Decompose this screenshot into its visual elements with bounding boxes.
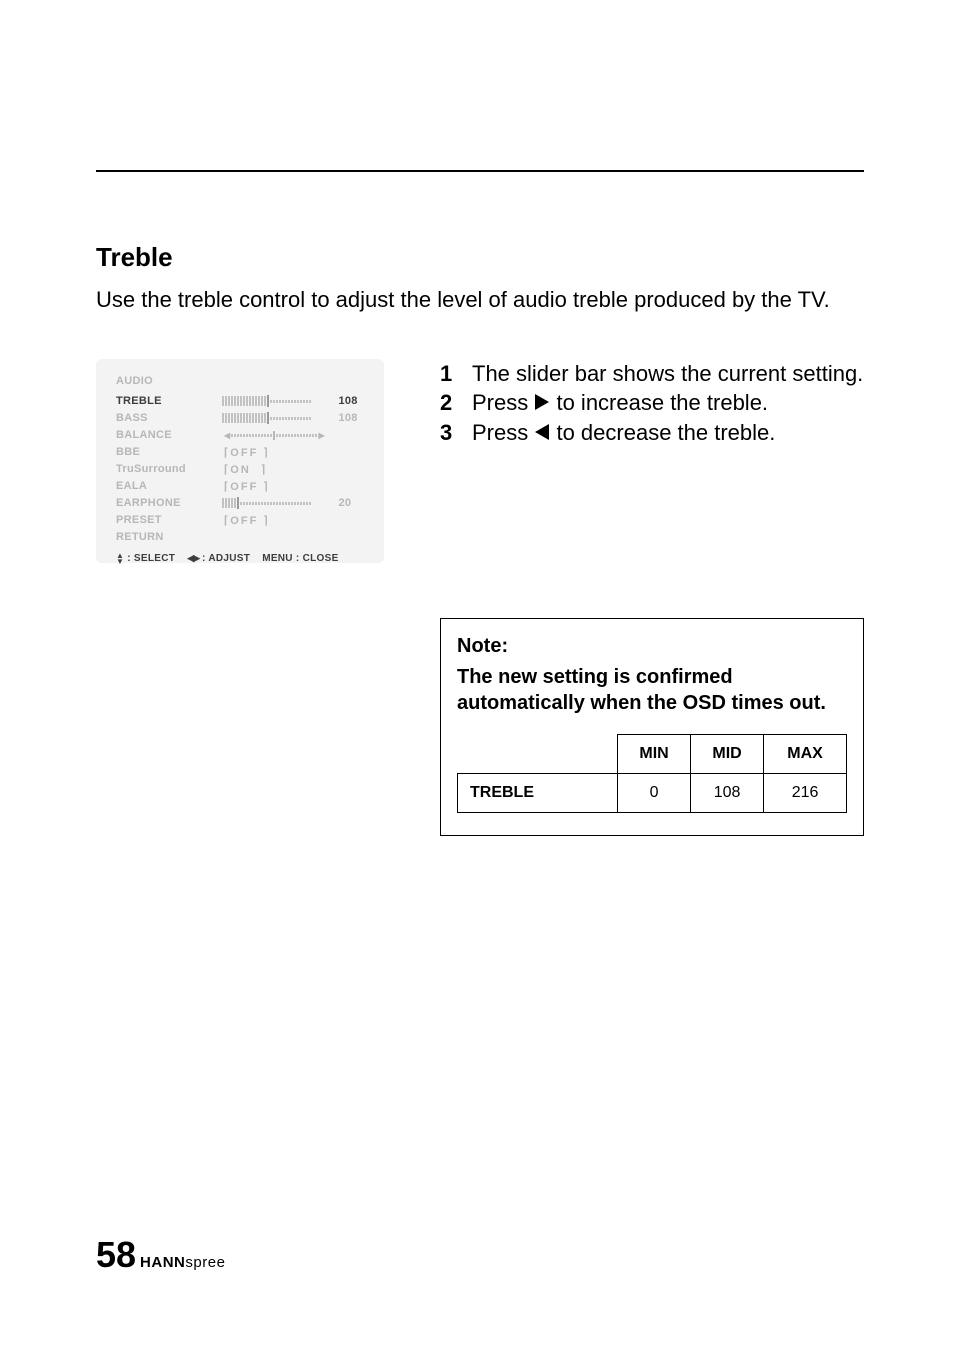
osd-row-label: BASS xyxy=(116,412,222,424)
steps-list: 1 The slider bar shows the current settin… xyxy=(440,359,864,448)
step-text: Press to increase the treble. xyxy=(472,388,768,418)
page-number: 58 xyxy=(96,1234,136,1276)
brand-logo: HANNspree xyxy=(140,1254,225,1271)
step-text: The slider bar shows the current setting… xyxy=(472,359,863,389)
table-row-min: 0 xyxy=(618,773,691,812)
step-number: 3 xyxy=(440,418,456,448)
brand-light: spree xyxy=(185,1254,225,1271)
note-text: The new setting is confirmed automatical… xyxy=(457,664,847,716)
osd-row-value: 108 xyxy=(338,395,366,407)
page-footer: 58 HANNspree xyxy=(96,1234,225,1276)
table-header-row: MIN MID MAX xyxy=(458,734,847,773)
osd-row: RETURN xyxy=(116,529,366,546)
step-text: Press to decrease the treble. xyxy=(472,418,775,448)
footer-select: : SELECT xyxy=(127,553,175,564)
step-item: 3 Press to decrease the treble. xyxy=(440,418,864,448)
triangle-left-icon xyxy=(534,423,550,441)
table-header-min: MIN xyxy=(618,734,691,773)
osd-row: TREBLE 108 xyxy=(116,393,366,410)
table-row-max: 216 xyxy=(764,773,847,812)
osd-row: PRESET⌈OFF ⌉ xyxy=(116,512,366,529)
note-box: Note: The new setting is confirmed autom… xyxy=(440,618,864,836)
osd-row: BALANCE◀▶ xyxy=(116,427,366,444)
top-divider xyxy=(96,170,864,172)
step-item: 1 The slider bar shows the current settin… xyxy=(440,359,864,389)
osd-rows: TREBLE108BASS108BALANCE◀▶BBE⌈OFF ⌉TruSur… xyxy=(116,393,366,546)
osd-row: TruSurround⌈ON ⌉ xyxy=(116,461,366,478)
step-item: 2 Press to increase the treble. xyxy=(440,388,864,418)
step-number: 2 xyxy=(440,388,456,418)
osd-row-label: EALA xyxy=(116,480,224,492)
leftright-icon: ◀▶ xyxy=(187,553,199,564)
osd-row-label: TruSurround xyxy=(116,463,224,475)
osd-panel: AUDIO TREBLE108BASS108BALANCE◀▶BBE⌈OFF ⌉… xyxy=(96,359,384,563)
note-title: Note: xyxy=(457,635,847,658)
osd-row-value: ⌈OFF ⌉ xyxy=(224,480,270,493)
table-row: TREBLE 0 108 216 xyxy=(458,773,847,812)
section-title: Treble xyxy=(96,242,864,273)
footer-close: MENU : CLOSE xyxy=(262,553,338,564)
osd-row-value: 20 xyxy=(338,497,366,509)
osd-row-value: ⌈OFF ⌉ xyxy=(224,446,270,459)
updown-icon: ▲▼ xyxy=(116,553,124,565)
footer-adjust: : ADJUST xyxy=(202,553,250,564)
osd-row-label: PRESET xyxy=(116,514,224,526)
osd-row-value: ⌈OFF ⌉ xyxy=(224,514,270,527)
table-header-max: MAX xyxy=(764,734,847,773)
osd-row-label: BBE xyxy=(116,446,224,458)
step-number: 1 xyxy=(440,359,456,389)
osd-heading: AUDIO xyxy=(116,375,366,387)
osd-row: BASS 108 xyxy=(116,410,366,427)
table-row-mid: 108 xyxy=(691,773,764,812)
table-header-blank xyxy=(458,734,618,773)
osd-row: EALA⌈OFF ⌉ xyxy=(116,478,366,495)
table-row-label: TREBLE xyxy=(458,773,618,812)
osd-row: EARPHONE 20 xyxy=(116,495,366,512)
osd-row-value: ⌈ON ⌉ xyxy=(224,463,267,476)
osd-row-label: EARPHONE xyxy=(116,497,222,509)
osd-row-value: 108 xyxy=(338,412,366,424)
triangle-right-icon xyxy=(534,393,550,411)
section-intro: Use the treble control to adjust the lev… xyxy=(96,285,864,315)
osd-row: BBE⌈OFF ⌉ xyxy=(116,444,366,461)
brand-bold: HANN xyxy=(140,1254,185,1271)
table-header-mid: MID xyxy=(691,734,764,773)
osd-footer: ▲▼ : SELECT ◀▶ : ADJUST MENU : CLOSE xyxy=(116,553,366,565)
osd-row-label: TREBLE xyxy=(116,395,222,407)
osd-row-label: RETURN xyxy=(116,531,224,543)
osd-row-label: BALANCE xyxy=(116,429,224,441)
range-table: MIN MID MAX TREBLE 0 108 216 xyxy=(457,734,847,813)
